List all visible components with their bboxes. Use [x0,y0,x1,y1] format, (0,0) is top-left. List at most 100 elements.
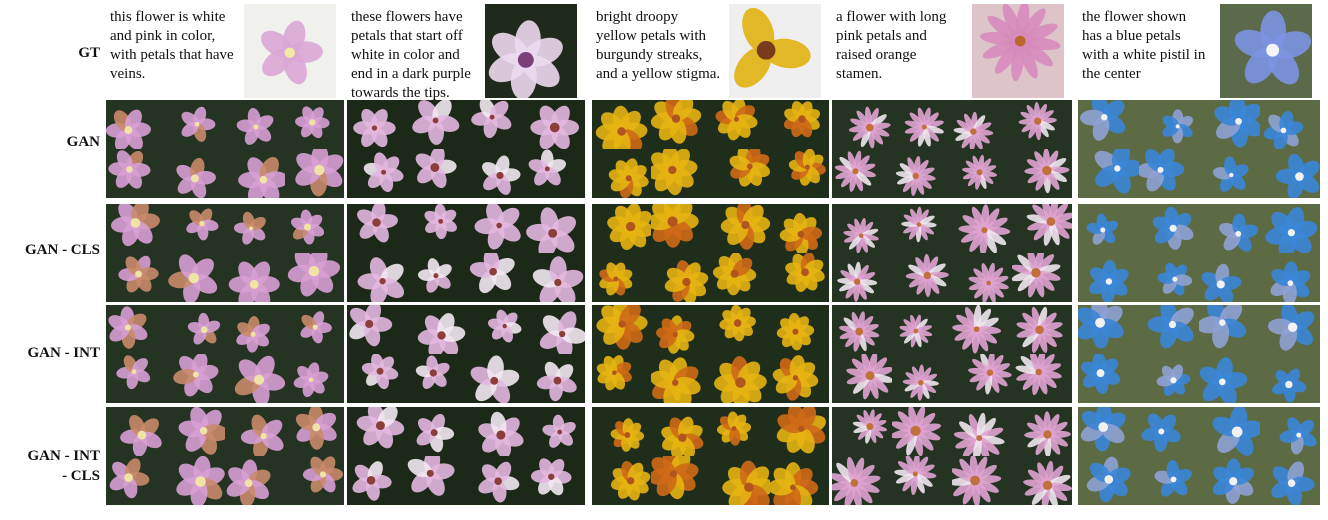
sample-grid-col2-row1 [347,100,585,198]
sample-image [832,204,892,253]
sample-image [347,305,407,354]
caption-2: these flowers have petals that start off… [351,9,471,101]
sample-image [892,407,952,456]
sample-image [1138,456,1199,505]
sample-image [832,456,892,505]
sample-image [1138,305,1199,354]
sample-grid-col1-row2 [106,204,344,302]
sample-image [651,305,711,354]
sample-image [225,456,285,505]
sample-image [347,253,407,302]
sample-image [892,204,952,253]
sample-image [1138,253,1199,302]
sample-image [1259,253,1320,302]
sample-grid-col5-row2 [1078,204,1320,302]
sample-image [1012,354,1072,403]
sample-image [892,305,952,354]
sample-image [284,100,344,149]
sample-image [1199,204,1260,253]
gt-image-1 [244,4,336,98]
sample-image [165,305,225,354]
sample-image [1259,456,1320,505]
sample-image [1138,204,1199,253]
sample-image [592,100,652,149]
sample-image [1199,354,1260,403]
sample-image [284,354,344,403]
sample-image [525,100,585,149]
sample-image [832,354,892,403]
row-label-gt: GT [78,45,100,61]
sample-image [769,149,829,198]
sample-image [1078,354,1139,403]
sample-image [284,149,344,198]
sample-image [710,354,770,403]
sample-image [225,253,285,302]
sample-image [525,204,585,253]
sample-grid-col1-row3 [106,305,344,403]
sample-image [1078,253,1139,302]
sample-image [525,407,585,456]
sample-image [525,149,585,198]
sample-image [769,354,829,403]
sample-image [769,204,829,253]
sample-image [1199,456,1260,505]
gt-image-3 [729,4,821,98]
sample-image [406,149,466,198]
sample-image [1199,305,1260,354]
sample-grid-col3-row2 [592,204,829,302]
sample-image [466,456,526,505]
sample-image [1259,305,1320,354]
row-label-gan-int: GAN - INT [27,345,100,361]
sample-image [1012,149,1072,198]
sample-image [466,100,526,149]
sample-image [225,149,285,198]
sample-image [347,100,407,149]
sample-grid-col3-row4 [592,407,829,505]
sample-image [892,354,952,403]
sample-grid-col4-row2 [832,204,1072,302]
sample-grid-col1-row4 [106,407,344,505]
sample-image [466,204,526,253]
sample-image [1259,149,1320,198]
sample-image [525,456,585,505]
sample-image [769,456,829,505]
sample-image [892,149,952,198]
sample-image [406,305,466,354]
sample-image [347,456,407,505]
caption-5: the flower shown has a blue petals with … [1082,9,1206,82]
sample-grid-col4-row4 [832,407,1072,505]
sample-image [106,100,166,149]
sample-image [592,456,652,505]
sample-image [347,149,407,198]
sample-image [284,204,344,253]
sample-image [1012,456,1072,505]
sample-image [1199,149,1260,198]
sample-grid-col2-row2 [347,204,585,302]
sample-image [832,253,892,302]
sample-image [1259,100,1320,149]
sample-image [347,204,407,253]
sample-grid-col5-row1 [1078,100,1320,198]
sample-grid-col5-row3 [1078,305,1320,403]
sample-grid-col5-row4 [1078,407,1320,505]
sample-image [892,456,952,505]
sample-image [406,204,466,253]
sample-image [1138,149,1199,198]
sample-image [1259,354,1320,403]
sample-image [106,456,166,505]
sample-image [347,354,407,403]
sample-image [1138,100,1199,149]
sample-image [651,456,711,505]
sample-image [952,149,1012,198]
sample-image [592,149,652,198]
sample-image [1078,456,1139,505]
sample-image [710,204,770,253]
sample-image [406,354,466,403]
sample-grid-col3-row1 [592,100,829,198]
sample-image [1078,100,1139,149]
sample-image [1138,354,1199,403]
sample-image [592,204,652,253]
sample-image [466,305,526,354]
sample-image [1199,253,1260,302]
gt-image-4 [972,4,1064,98]
